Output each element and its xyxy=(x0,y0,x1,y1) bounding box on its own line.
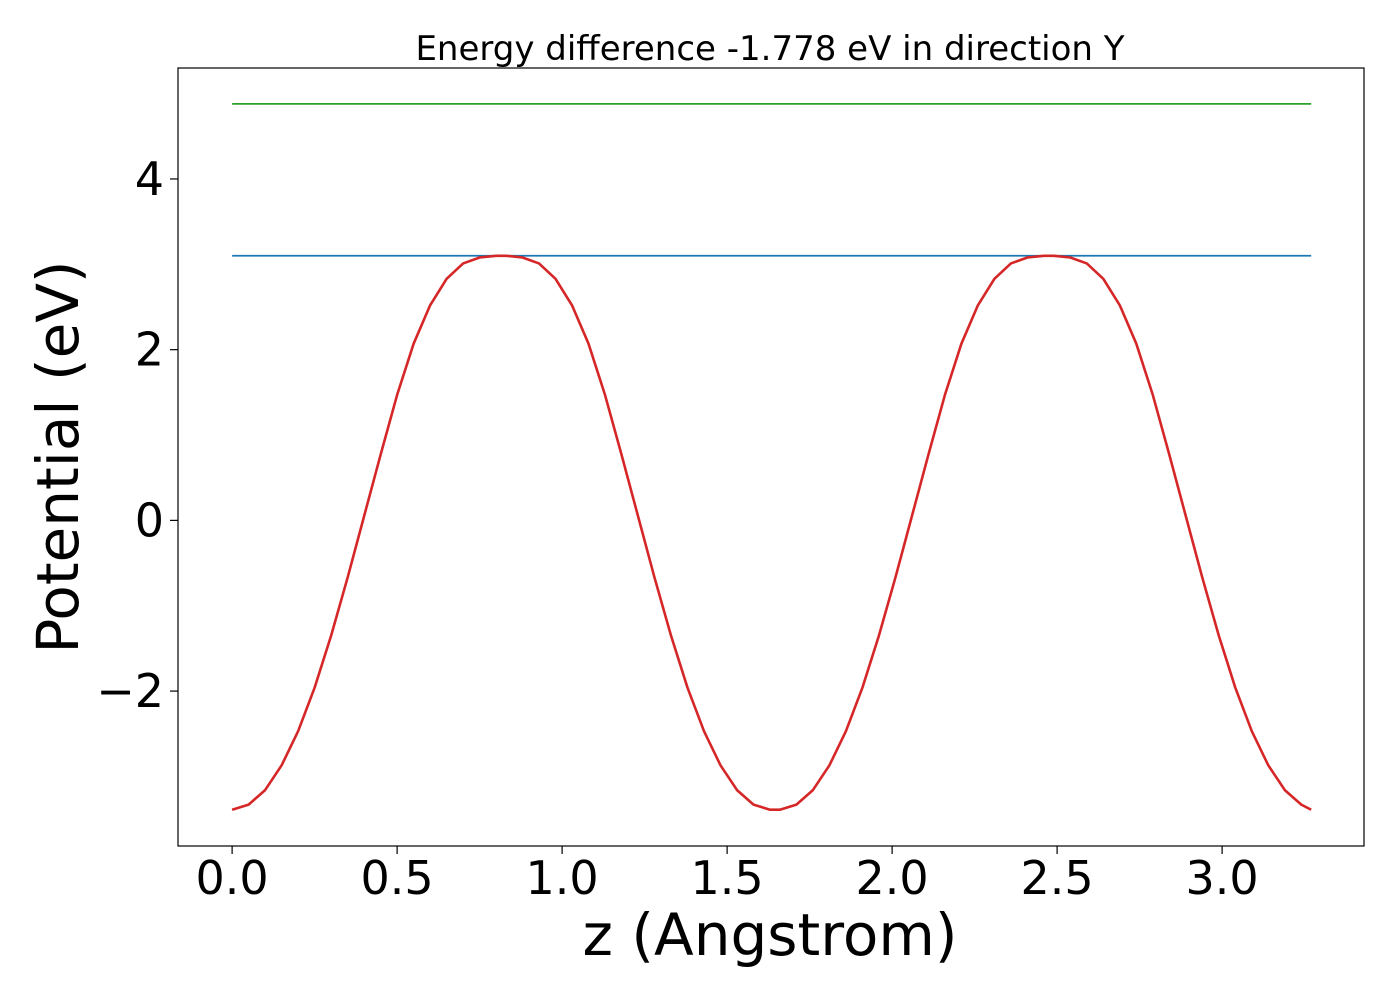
x-tick-label: 2.5 xyxy=(1021,851,1094,905)
y-tick-label: 4 xyxy=(135,152,164,206)
y-axis-label: Potential (eV) xyxy=(24,260,92,653)
x-tick-label: 1.5 xyxy=(691,851,764,905)
plot-frame xyxy=(177,67,1365,847)
chart-title: Energy difference -1.778 eV in direction… xyxy=(415,29,1124,69)
x-tick-label: 0.5 xyxy=(361,851,434,905)
y-tick-label: 2 xyxy=(135,323,164,377)
x-tick-label: 1.0 xyxy=(526,851,599,905)
x-axis-label: z (Angstrom) xyxy=(583,901,958,969)
x-tick-label: 2.0 xyxy=(856,851,929,905)
y-tick-label: −2 xyxy=(96,664,164,718)
x-tick-label: 0.0 xyxy=(196,851,269,905)
series-layer xyxy=(231,102,1312,812)
x-axis: 0.0 0.5 1.0 1.5 2.0 2.5 3.0 xyxy=(196,846,1259,905)
series-line-3 xyxy=(231,254,1312,812)
y-tick-label: 0 xyxy=(135,493,164,547)
y-axis: −2 0 2 4 xyxy=(96,152,178,718)
x-tick-label: 3.0 xyxy=(1186,851,1259,905)
